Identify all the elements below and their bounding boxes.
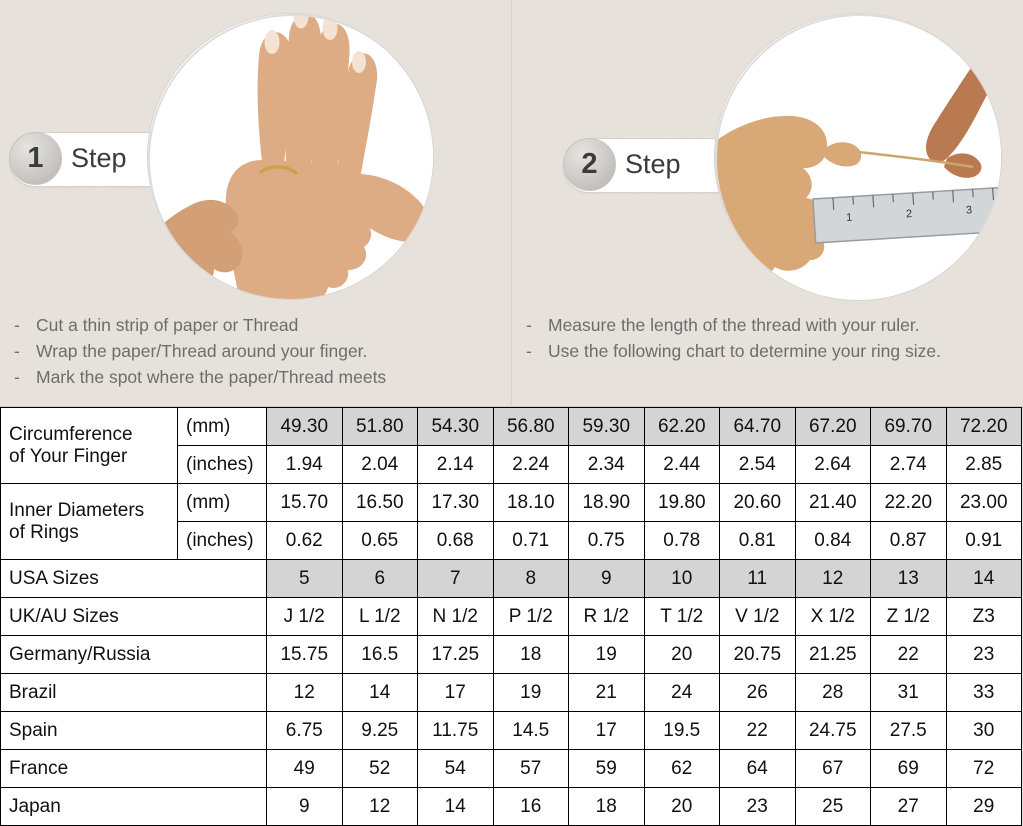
svg-text:1: 1 bbox=[846, 212, 853, 224]
svg-text:3: 3 bbox=[966, 204, 973, 216]
svg-text:2: 2 bbox=[906, 208, 913, 220]
